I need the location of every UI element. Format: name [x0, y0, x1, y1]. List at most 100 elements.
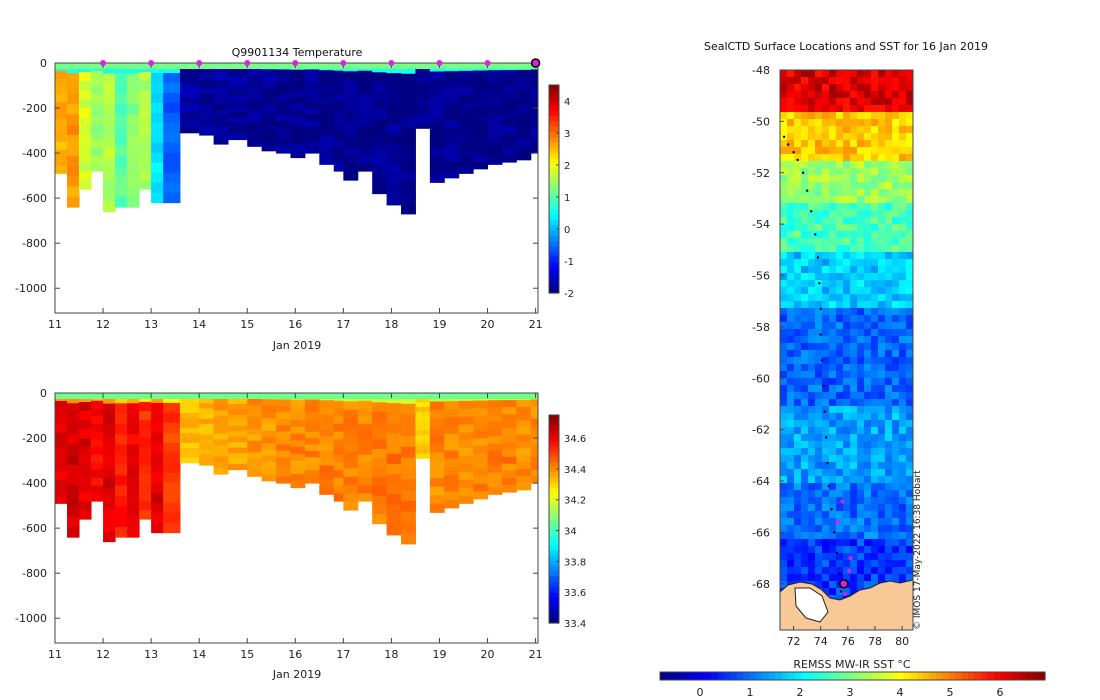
sst-colorbar-swatch: [968, 672, 976, 680]
salinity-cell: [487, 407, 503, 416]
temperature-cell: [386, 133, 402, 145]
temperature-cell: [79, 90, 92, 100]
sst-cell: [822, 546, 830, 554]
sst-cell: [871, 224, 879, 232]
salinity-cell: [261, 468, 277, 476]
temperature-cell: [530, 114, 538, 122]
sst-cell: [815, 364, 823, 372]
sst-cell: [878, 434, 886, 442]
sst-cell: [892, 560, 900, 568]
colorbar-swatch: [549, 456, 559, 463]
temperature-cell: [319, 91, 335, 100]
temperature-cell: [501, 112, 517, 121]
sst-cell: [794, 168, 802, 176]
map-x-tick-label: 74: [814, 635, 828, 648]
sst-cell: [822, 252, 830, 260]
temperature-cell: [79, 171, 92, 181]
temperature-cell: [276, 120, 291, 128]
sst-cell: [899, 91, 907, 99]
sst-cell: [843, 98, 851, 106]
sst-cell: [815, 420, 823, 428]
sst-cell: [801, 378, 809, 386]
sst-cell: [899, 490, 907, 498]
temperature-cell: [501, 105, 517, 114]
sst-cell: [794, 273, 802, 281]
temperature-cell: [290, 144, 306, 152]
sst-cell: [780, 154, 788, 162]
temperature-cell: [516, 152, 532, 161]
temperature-cell: [199, 99, 215, 105]
colorbar-swatch: [549, 142, 559, 148]
sst-cell: [787, 301, 795, 309]
sst-cell: [822, 532, 830, 540]
salinity-cell: [276, 457, 291, 465]
temperature-cell: [372, 90, 388, 101]
sst-cell: [878, 413, 886, 421]
sst-cell: [906, 469, 913, 477]
sst-cell: [780, 581, 788, 589]
temperature-cell: [319, 128, 335, 136]
temperature-cell: [115, 135, 128, 146]
salinity-surface-cell: [247, 393, 263, 399]
sst-cell: [857, 455, 865, 463]
sst-cell: [857, 301, 865, 309]
salinity-cell: [179, 407, 200, 414]
temperature-cell: [115, 93, 128, 105]
sst-cell: [899, 231, 907, 239]
sst-cell: [829, 280, 837, 288]
temperature-cell: [343, 171, 359, 181]
temperature-cell: [290, 110, 306, 118]
colorbar-swatch: [549, 612, 559, 619]
salinity-cell: [228, 409, 248, 416]
sst-cell: [794, 357, 802, 365]
sst-cell: [808, 399, 816, 407]
sst-cell: [857, 126, 865, 134]
sst-cell: [857, 427, 865, 435]
temperature-cell: [487, 135, 503, 144]
temperature-cell: [247, 104, 263, 112]
salinity-y-ticks: 0-200-400-600-800-1000: [15, 387, 538, 625]
sst-cell: [808, 140, 816, 148]
temperature-cell: [55, 102, 68, 111]
sst-cell: [885, 203, 893, 211]
sst-cell: [843, 133, 851, 141]
sst-cell: [843, 224, 851, 232]
salinity-cell: [401, 522, 416, 534]
sst-cell: [885, 469, 893, 477]
sst-cell: [899, 364, 907, 372]
sst-cell: [885, 462, 893, 470]
temperature-cell: [163, 72, 181, 84]
temperature-y-ticks: 0-200-400-600-800-1000: [15, 57, 538, 295]
sst-cell: [864, 448, 872, 456]
sst-cell: [906, 546, 913, 554]
salinity-cell: [91, 408, 104, 417]
sst-cell: [808, 105, 816, 113]
sst-cell: [906, 189, 913, 197]
sst-cell: [794, 182, 802, 190]
temperature-cell: [261, 81, 277, 89]
sst-cell: [843, 161, 851, 169]
sst-cell: [878, 378, 886, 386]
sst-cell: [836, 126, 844, 134]
sst-cell: [794, 490, 802, 498]
sst-cell: [843, 357, 851, 365]
colorbar-swatch: [549, 111, 559, 117]
sst-cell: [794, 483, 802, 491]
sst-cell: [885, 301, 893, 309]
sst-cell: [801, 140, 809, 148]
sst-cell: [885, 553, 893, 561]
sst-cell: [794, 161, 802, 169]
sst-cell: [878, 343, 886, 351]
sst-cell: [885, 119, 893, 127]
colorbar-tick-label: 2: [564, 161, 570, 172]
salinity-cell: [386, 484, 402, 495]
salinity-cell: [333, 485, 344, 494]
temperature-cell: [487, 128, 503, 136]
salinity-cell: [333, 416, 344, 425]
sst-cell: [801, 532, 809, 540]
sst-cell: [815, 532, 823, 540]
sst-cell: [808, 504, 816, 512]
sst-cell: [899, 119, 907, 127]
temperature-cell: [151, 102, 164, 114]
sst-cell: [899, 469, 907, 477]
